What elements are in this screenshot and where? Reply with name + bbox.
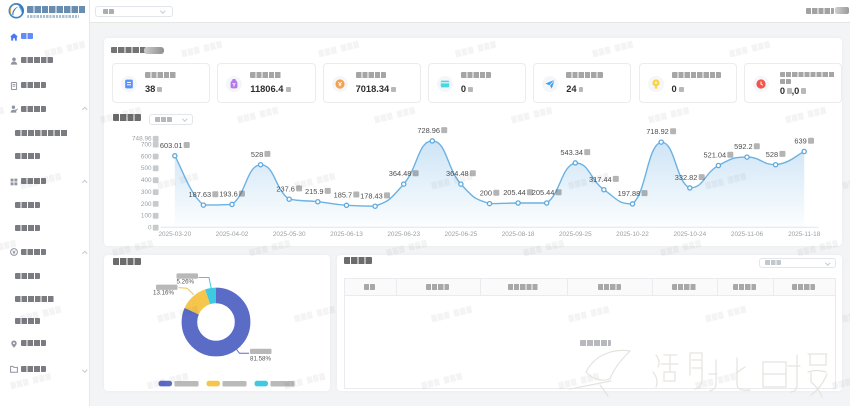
svg-text:2025-06-13: 2025-06-13 bbox=[330, 231, 363, 238]
svg-text:543.34: 543.34 bbox=[560, 148, 583, 157]
svg-text:0: 0 bbox=[148, 225, 152, 232]
svg-text:2025-03-20: 2025-03-20 bbox=[158, 231, 191, 238]
svg-text:2025-04-02: 2025-04-02 bbox=[216, 231, 249, 238]
svg-text:600: 600 bbox=[141, 153, 152, 160]
svg-text:317.44: 317.44 bbox=[589, 175, 612, 184]
svg-text:400: 400 bbox=[141, 177, 152, 184]
svg-text:2025-10-24: 2025-10-24 bbox=[673, 231, 706, 238]
svg-text:300: 300 bbox=[141, 189, 152, 196]
svg-text:2025-06-25: 2025-06-25 bbox=[445, 231, 478, 238]
svg-text:197.88: 197.88 bbox=[618, 189, 641, 198]
svg-text:193.6: 193.6 bbox=[219, 190, 238, 199]
svg-text:2025-10-22: 2025-10-22 bbox=[616, 231, 649, 238]
svg-text:205.44: 205.44 bbox=[532, 188, 555, 197]
svg-text:2025-08-18: 2025-08-18 bbox=[502, 231, 535, 238]
svg-text:200: 200 bbox=[480, 189, 492, 198]
svg-text:215.9: 215.9 bbox=[305, 187, 324, 196]
svg-text:748.96: 748.96 bbox=[132, 136, 152, 143]
svg-text:639: 639 bbox=[794, 137, 806, 146]
svg-text:200: 200 bbox=[141, 201, 152, 208]
svg-text:521.04: 521.04 bbox=[704, 151, 727, 160]
svg-text:2025-06-23: 2025-06-23 bbox=[387, 231, 420, 238]
svg-text:528: 528 bbox=[251, 150, 263, 159]
svg-text:364.48: 364.48 bbox=[446, 169, 469, 178]
svg-text:700: 700 bbox=[141, 142, 152, 149]
svg-text:187.63: 187.63 bbox=[189, 190, 212, 199]
svg-text:364.48: 364.48 bbox=[389, 169, 412, 178]
svg-text:592.2: 592.2 bbox=[734, 142, 753, 151]
svg-text:100: 100 bbox=[141, 213, 152, 220]
svg-text:2025-11-18: 2025-11-18 bbox=[788, 231, 821, 238]
svg-text:2025-09-25: 2025-09-25 bbox=[559, 231, 592, 238]
svg-text:500: 500 bbox=[141, 165, 152, 172]
svg-text:13.16%: 13.16% bbox=[153, 290, 174, 297]
svg-text:185.7: 185.7 bbox=[334, 190, 353, 199]
svg-text:2025-05-30: 2025-05-30 bbox=[273, 231, 306, 238]
svg-text:5.26%: 5.26% bbox=[177, 279, 195, 286]
svg-text:2025-11-06: 2025-11-06 bbox=[731, 231, 764, 238]
svg-text:81.58%: 81.58% bbox=[250, 355, 271, 362]
svg-text:178.43: 178.43 bbox=[360, 191, 383, 200]
svg-text:528: 528 bbox=[766, 150, 778, 159]
svg-text:237.6: 237.6 bbox=[276, 184, 295, 193]
svg-text:332.82: 332.82 bbox=[675, 173, 698, 182]
svg-text:718.92: 718.92 bbox=[646, 127, 669, 136]
svg-text:603.01: 603.01 bbox=[160, 141, 183, 150]
svg-text:205.44: 205.44 bbox=[503, 188, 526, 197]
svg-text:728.96: 728.96 bbox=[417, 126, 440, 135]
